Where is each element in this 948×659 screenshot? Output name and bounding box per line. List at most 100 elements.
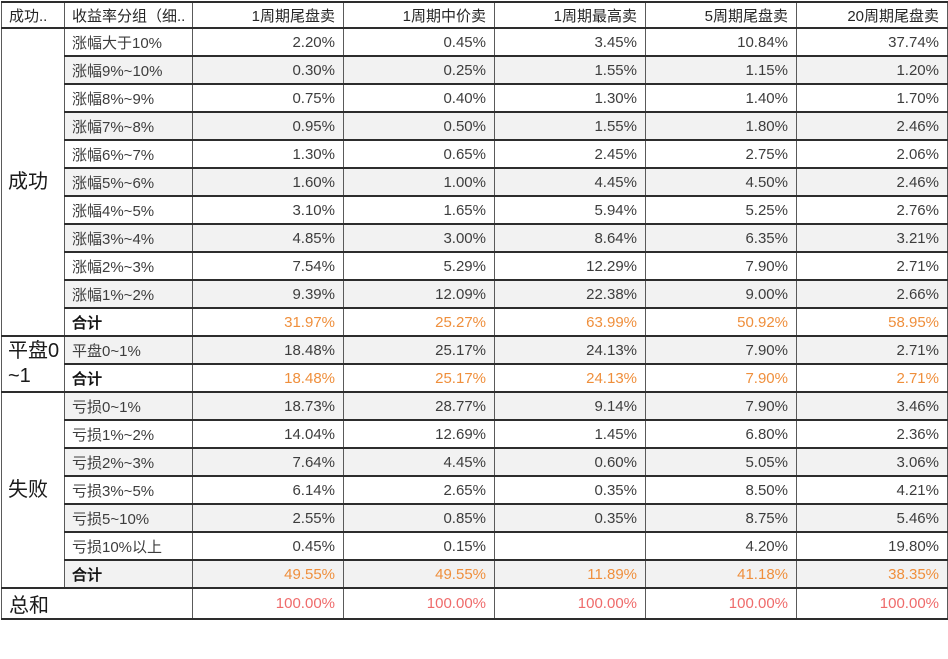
subtotal-row: 合计 31.97% 25.27% 63.99% 50.92% 58.95% (2, 307, 948, 337)
table-row: 涨幅1%~2% 9.39% 12.09% 22.38% 9.00% 2.66% (2, 279, 948, 309)
grand-total-value-cell: 100.00% (192, 587, 344, 620)
value-cell: 0.40% (343, 83, 495, 113)
value-cell: 9.00% (645, 279, 797, 309)
value-cell: 2.06% (796, 139, 948, 169)
value-cell: 8.64% (494, 223, 646, 253)
value-cell: 4.85% (192, 223, 344, 253)
value-cell: 0.50% (343, 111, 495, 141)
value-cell: 3.06% (796, 447, 948, 477)
row-label-cell: 涨幅1%~2% (64, 279, 193, 309)
value-cell: 1.80% (645, 111, 797, 141)
value-cell: 0.75% (192, 83, 344, 113)
value-cell: 1.40% (645, 83, 797, 113)
value-cell: 7.54% (192, 251, 344, 281)
value-cell: 12.69% (343, 419, 495, 449)
header-1period-close-sell: 1周期尾盘卖 (192, 1, 344, 29)
value-cell: 10.84% (645, 27, 797, 57)
subtotal-value-cell: 38.35% (796, 559, 948, 589)
row-group-label: 成功 (1, 27, 65, 337)
value-cell: 2.46% (796, 111, 948, 141)
value-cell: 1.20% (796, 55, 948, 85)
table-row: 亏损2%~3% 7.64% 4.45% 0.60% 5.05% 3.06% (2, 447, 948, 477)
row-label-cell: 涨幅2%~3% (64, 251, 193, 281)
row-label-cell: 平盘0~1% (64, 335, 193, 365)
value-cell: 8.75% (645, 503, 797, 533)
subtotal-value-cell: 2.71% (796, 363, 948, 393)
value-cell: 5.25% (645, 195, 797, 225)
grand-total-value-cell: 100.00% (494, 587, 646, 620)
subtotal-value-cell: 7.90% (645, 363, 797, 393)
table-row: 涨幅9%~10% 0.30% 0.25% 1.55% 1.15% 1.20% (2, 55, 948, 85)
subtotal-value-cell: 41.18% (645, 559, 797, 589)
value-cell: 19.80% (796, 531, 948, 561)
value-cell: 2.45% (494, 139, 646, 169)
grand-total-value-cell: 100.00% (645, 587, 797, 620)
value-cell: 0.65% (343, 139, 495, 169)
row-label-cell: 涨幅3%~4% (64, 223, 193, 253)
value-cell: 2.71% (796, 251, 948, 281)
row-label-cell: 涨幅8%~9% (64, 83, 193, 113)
header-row: 成功.. 收益率分组（细.. 1周期尾盘卖 1周期中价卖 1周期最高卖 5周期尾… (1, 1, 948, 29)
value-cell: 4.45% (343, 447, 495, 477)
header-return-grouping: 收益率分组（细.. (64, 1, 193, 29)
value-cell: 6.80% (645, 419, 797, 449)
value-cell: 1.15% (645, 55, 797, 85)
value-cell: 7.64% (192, 447, 344, 477)
value-cell: 3.10% (192, 195, 344, 225)
value-cell: 1.70% (796, 83, 948, 113)
row-label-cell: 亏损3%~5% (64, 475, 193, 505)
row-label-cell: 涨幅6%~7% (64, 139, 193, 169)
value-cell: 6.35% (645, 223, 797, 253)
value-cell: 1.45% (494, 419, 646, 449)
table-row: 亏损5~10% 2.55% 0.85% 0.35% 8.75% 5.46% (2, 503, 948, 533)
value-cell: 1.30% (192, 139, 344, 169)
row-label-cell: 涨幅大于10% (64, 27, 193, 57)
value-cell: 12.29% (494, 251, 646, 281)
grand-total-row: 总和 100.00% 100.00% 100.00% 100.00% 100.00% (1, 587, 948, 620)
value-cell: 0.45% (343, 27, 495, 57)
value-cell: 2.65% (343, 475, 495, 505)
value-cell: 3.21% (796, 223, 948, 253)
value-cell: 0.35% (494, 503, 646, 533)
subtotal-value-cell: 63.99% (494, 307, 646, 337)
value-cell: 18.48% (192, 335, 344, 365)
table-row: 亏损3%~5% 6.14% 2.65% 0.35% 8.50% 4.21% (2, 475, 948, 505)
header-5period-close-sell: 5周期尾盘卖 (645, 1, 797, 29)
value-cell: 1.55% (494, 55, 646, 85)
row-label-cell: 亏损0~1% (64, 391, 193, 421)
subtotal-value-cell: 49.55% (343, 559, 495, 589)
subtotal-value-cell: 31.97% (192, 307, 344, 337)
row-label-cell: 涨幅9%~10% (64, 55, 193, 85)
value-cell: 0.85% (343, 503, 495, 533)
row-label-cell: 涨幅4%~5% (64, 195, 193, 225)
value-cell: 0.25% (343, 55, 495, 85)
value-cell: 4.21% (796, 475, 948, 505)
table-row: 涨幅4%~5% 3.10% 1.65% 5.94% 5.25% 2.76% (2, 195, 948, 225)
row-label-cell: 亏损10%以上 (64, 531, 193, 561)
value-cell: 25.17% (343, 335, 495, 365)
value-cell: 28.77% (343, 391, 495, 421)
subtotal-label-cell: 合计 (64, 559, 193, 589)
value-cell: 5.05% (645, 447, 797, 477)
table-row: 涨幅7%~8% 0.95% 0.50% 1.55% 1.80% 2.46% (2, 111, 948, 141)
value-cell: 7.90% (645, 335, 797, 365)
value-cell: 5.94% (494, 195, 646, 225)
subtotal-value-cell: 25.17% (343, 363, 495, 393)
grand-total-label: 总和 (1, 587, 193, 620)
value-cell: 1.55% (494, 111, 646, 141)
value-cell: 4.20% (645, 531, 797, 561)
subtotal-value-cell: 24.13% (494, 363, 646, 393)
table-row: 涨幅2%~3% 7.54% 5.29% 12.29% 7.90% 2.71% (2, 251, 948, 281)
row-label-cell: 涨幅7%~8% (64, 111, 193, 141)
table-row: 涨幅5%~6% 1.60% 1.00% 4.45% 4.50% 2.46% (2, 167, 948, 197)
value-cell: 2.76% (796, 195, 948, 225)
subtotal-label-cell: 合计 (64, 363, 193, 393)
value-cell: 2.66% (796, 279, 948, 309)
value-cell: 2.36% (796, 419, 948, 449)
value-cell: 2.46% (796, 167, 948, 197)
header-success-field: 成功.. (1, 1, 65, 29)
row-label-cell: 涨幅5%~6% (64, 167, 193, 197)
value-cell: 0.95% (192, 111, 344, 141)
value-cell: 9.39% (192, 279, 344, 309)
header-1period-high-sell: 1周期最高卖 (494, 1, 646, 29)
